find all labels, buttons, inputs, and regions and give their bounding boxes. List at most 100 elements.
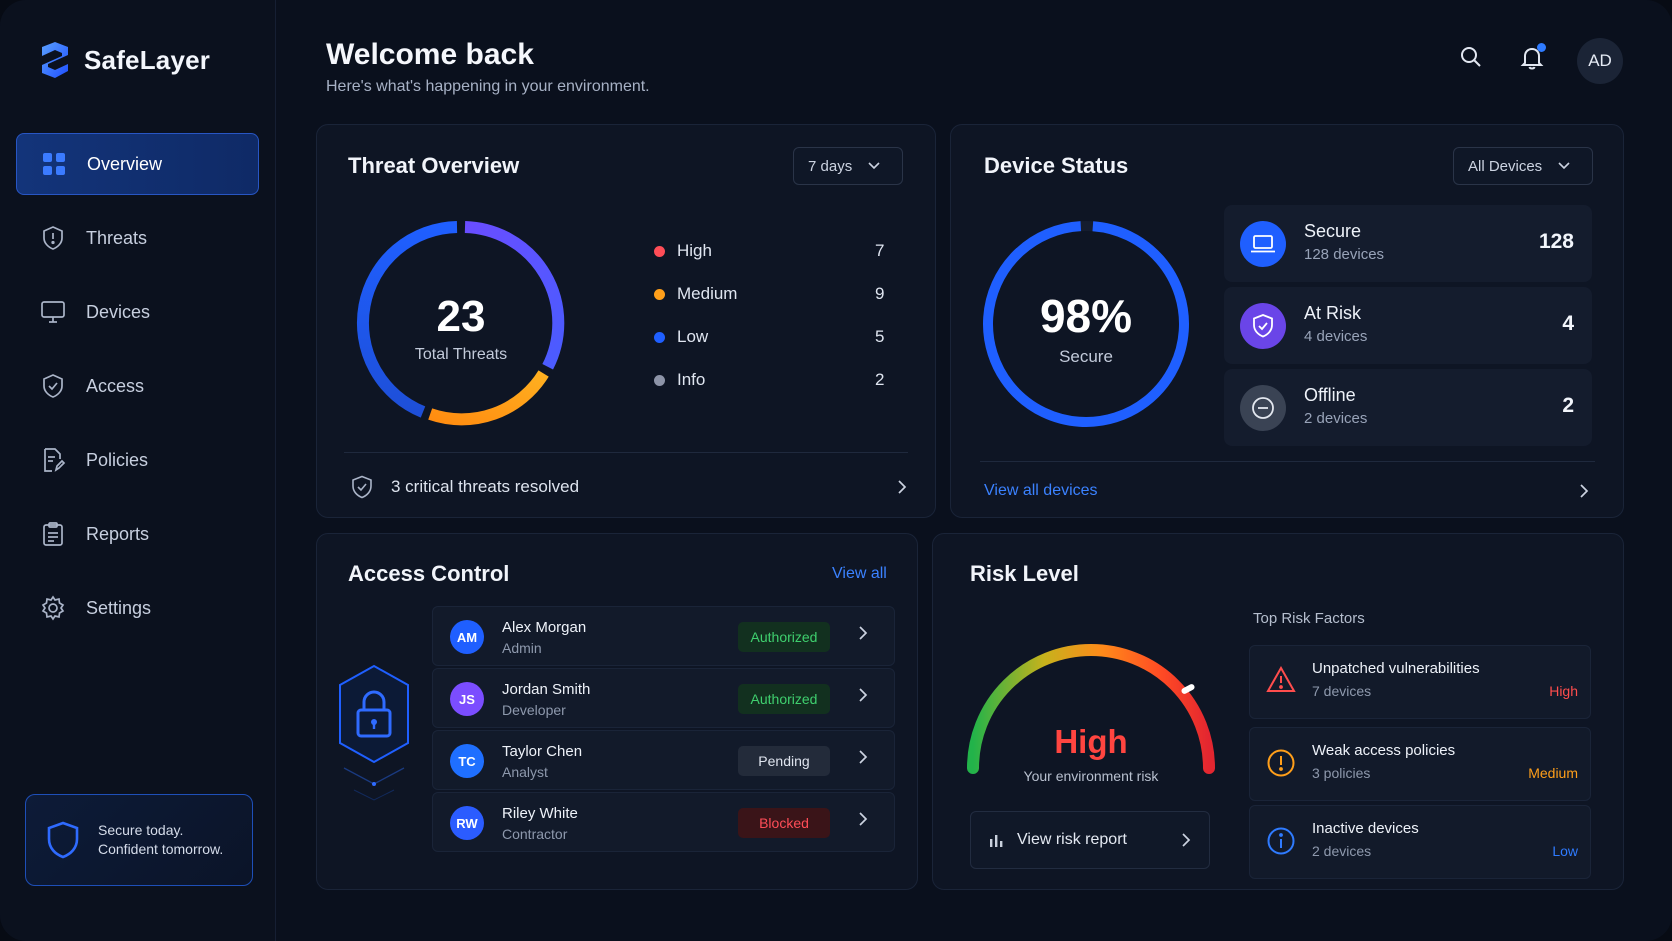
sidebar: SafeLayer Overview Threats	[0, 0, 276, 941]
threat-overview-card: Threat Overview 7 days	[316, 124, 936, 518]
sidebar-item-threats[interactable]: Threats	[16, 207, 259, 269]
brand[interactable]: SafeLayer	[40, 40, 210, 80]
sidebar-item-settings[interactable]: Settings	[16, 577, 259, 639]
legend-value: 7	[875, 241, 885, 260]
legend-label: Medium	[677, 284, 738, 303]
device-row-at-risk[interactable]: At Risk 4 devices 4	[1224, 287, 1592, 364]
user-name: Alex Morgan	[502, 619, 587, 636]
device-row-secure[interactable]: Secure 128 devices 128	[1224, 205, 1592, 282]
sidebar-nav: Overview Threats Devices	[16, 133, 259, 651]
legend-dot	[654, 288, 665, 300]
tagline-line2: Confident tomorrow.	[98, 841, 224, 857]
device-row-offline[interactable]: Offline 2 devices 2	[1224, 369, 1592, 446]
gear-icon	[41, 595, 65, 621]
legend-value: 5	[875, 327, 885, 346]
user-row[interactable]: JS Jordan Smith Developer Authorized	[432, 668, 895, 728]
bell-icon[interactable]	[1520, 45, 1544, 71]
top-risk-factors-title: Top Risk Factors	[1253, 610, 1365, 627]
chevron-right-icon	[1182, 833, 1191, 847]
risk-level-value: High	[1054, 723, 1127, 760]
risk-factor-level: Medium	[1528, 765, 1578, 781]
sidebar-item-policies[interactable]: Policies	[16, 429, 259, 491]
grid-icon	[43, 153, 65, 175]
shield-check-icon	[352, 475, 372, 499]
risk-level-title: Risk Level	[970, 561, 1079, 586]
sidebar-item-devices[interactable]: Devices	[16, 281, 259, 343]
sidebar-item-access[interactable]: Access	[16, 355, 259, 417]
risk-factor-row[interactable]: Weak access policies 3 policies Medium	[1249, 727, 1591, 801]
access-control-card: Access Control View all AM Alex Morgan A…	[316, 533, 918, 890]
device-row-name: Offline	[1304, 385, 1356, 405]
legend-label: Info	[677, 370, 706, 389]
page-title: Welcome back	[326, 38, 534, 71]
secure-percent: 98%	[1040, 290, 1132, 342]
divider	[344, 452, 908, 453]
divider	[980, 461, 1595, 462]
risk-factor-sub: 2 devices	[1312, 843, 1372, 859]
monitor-icon	[41, 301, 65, 323]
tagline-line1: Secure today.	[98, 822, 184, 838]
risk-level-card: Risk Level High Your environment risk Vi…	[932, 533, 1624, 890]
view-all-link[interactable]: View all	[832, 565, 887, 582]
user-name: Riley White	[502, 805, 578, 822]
chevron-down-icon	[868, 162, 880, 170]
user-role: Developer	[502, 702, 566, 718]
warning-triangle-icon	[1266, 666, 1296, 692]
shield-icon	[47, 821, 79, 859]
legend-item-low: Low	[654, 327, 708, 347]
chevron-right-icon	[859, 626, 868, 640]
risk-factor-row[interactable]: Unpatched vulnerabilities 7 devices High	[1249, 645, 1591, 719]
view-all-devices-link[interactable]: View all devices	[984, 475, 1589, 507]
chevron-right-icon	[859, 688, 868, 702]
shield-alert-icon	[43, 226, 63, 250]
laptop-icon	[1240, 221, 1286, 267]
risk-factor-row[interactable]: Inactive devices 2 devices Low	[1249, 805, 1591, 879]
device-filter-dropdown[interactable]: All Devices	[1453, 147, 1593, 185]
safelayer-logo-icon	[42, 42, 68, 78]
shield-check-icon	[43, 374, 63, 398]
view-risk-report-label: View risk report	[1017, 831, 1127, 848]
chevron-right-icon	[898, 480, 907, 494]
page-subtitle: Here's what's happening in your environm…	[326, 78, 650, 95]
search-icon[interactable]	[1459, 45, 1483, 69]
avatar[interactable]: AD	[1577, 38, 1623, 84]
lock-hexagon-icon	[339, 664, 409, 801]
user-row[interactable]: AM Alex Morgan Admin Authorized	[432, 606, 895, 666]
user-row[interactable]: TC Taylor Chen Analyst Pending	[432, 730, 895, 790]
device-row-sub: 128 devices	[1304, 246, 1385, 263]
legend-dot	[654, 374, 665, 386]
risk-gauge: High Your environment risk	[967, 644, 1215, 784]
sidebar-item-label: Policies	[86, 449, 149, 470]
status-badge: Pending	[738, 746, 830, 776]
legend-item-info: Info	[654, 370, 705, 390]
sidebar-item-label: Overview	[87, 153, 163, 174]
user-avatar: TC	[450, 744, 484, 778]
sidebar-item-label: Access	[86, 375, 145, 396]
threats-resolved-text: 3 critical threats resolved	[391, 477, 580, 496]
user-avatar: JS	[450, 682, 484, 716]
sidebar-item-label: Threats	[86, 227, 148, 248]
device-row-name: At Risk	[1304, 303, 1362, 323]
device-row-count: 128	[1538, 230, 1574, 253]
chevron-down-icon	[1558, 162, 1570, 170]
legend-label: High	[677, 241, 712, 260]
view-all-devices-text: View all devices	[984, 482, 1098, 499]
legend-dot	[654, 245, 665, 257]
legend-value: 9	[875, 284, 885, 303]
device-secure-ring: 98% Secure	[983, 221, 1189, 427]
view-risk-report-button[interactable]: View risk report	[970, 811, 1210, 869]
risk-factor-sub: 3 policies	[1312, 765, 1371, 781]
sidebar-item-reports[interactable]: Reports	[16, 503, 259, 565]
sidebar-item-overview[interactable]: Overview	[16, 133, 259, 195]
user-row[interactable]: RW Riley White Contractor Blocked	[432, 792, 895, 852]
threat-donut-chart: 23 Total Threats	[356, 221, 565, 426]
access-control-title: Access Control	[348, 561, 510, 586]
device-row-sub: 2 devices	[1304, 410, 1368, 427]
legend-item-high: High	[654, 241, 712, 261]
sidebar-item-label: Reports	[86, 523, 150, 544]
threat-total-label: Total Threats	[415, 346, 507, 363]
user-avatar: RW	[450, 806, 484, 840]
user-role: Admin	[502, 640, 542, 656]
threats-resolved-row[interactable]: 3 critical threats resolved	[351, 471, 907, 503]
threat-range-dropdown[interactable]: 7 days	[793, 147, 903, 185]
